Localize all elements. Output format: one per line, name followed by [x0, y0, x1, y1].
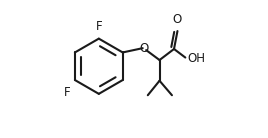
Text: O: O	[140, 43, 149, 55]
Text: F: F	[64, 86, 70, 99]
Text: O: O	[173, 13, 182, 26]
Text: OH: OH	[188, 52, 206, 65]
Text: F: F	[95, 20, 102, 33]
